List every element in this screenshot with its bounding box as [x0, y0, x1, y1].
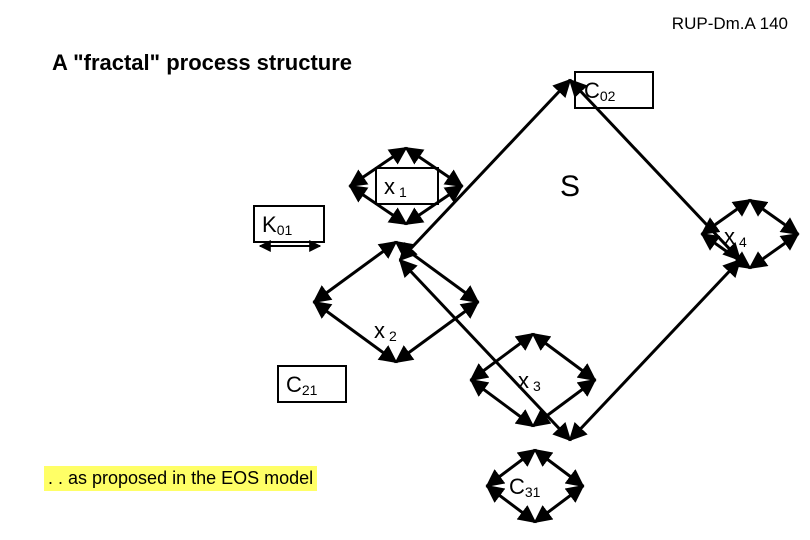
diamond-x3: x3 C21 — [278, 334, 595, 426]
label-x3: x3 — [518, 368, 541, 394]
label-x2: x2 — [374, 318, 397, 344]
label-K01: K01 — [262, 212, 292, 238]
label-C02: C02 — [584, 78, 616, 104]
label-C31: C31 — [509, 474, 541, 500]
diagram-svg: S C02 x1 K01 x4 — [0, 0, 810, 540]
label-x1: x1 — [384, 174, 407, 200]
label-x4: x4 — [724, 224, 747, 250]
diamond-x1: x1 K01 — [254, 148, 462, 246]
label-S: S — [560, 170, 580, 203]
diamond-C31: C31 — [487, 450, 583, 522]
diamond-S: S C02 — [400, 72, 740, 440]
label-C21: C21 — [286, 372, 318, 398]
diamond-x2: x2 — [314, 242, 478, 362]
